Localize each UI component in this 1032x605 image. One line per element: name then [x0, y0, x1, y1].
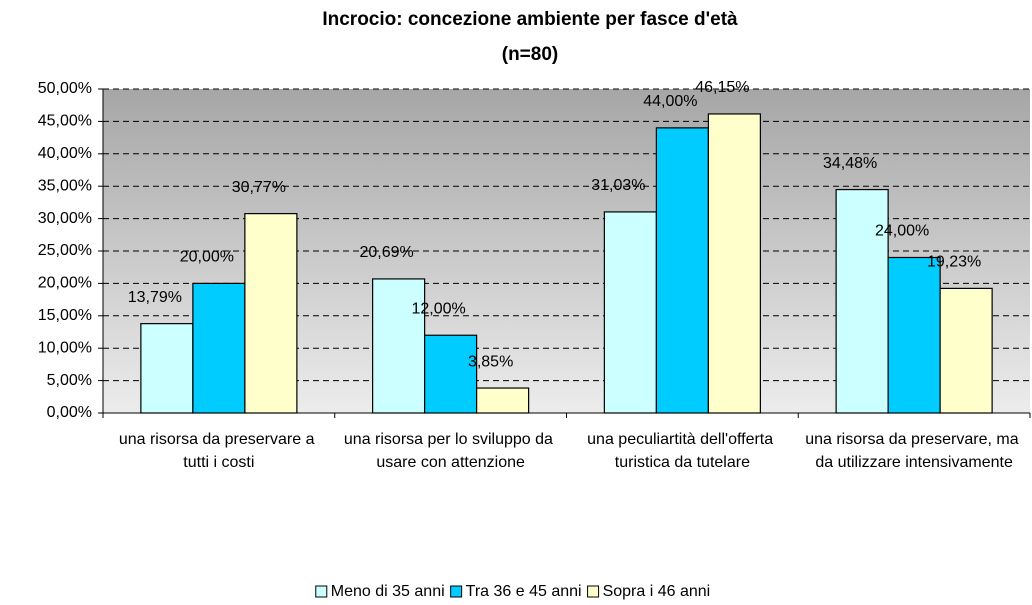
bar [655, 127, 709, 414]
bar [192, 282, 246, 414]
x-tick-label: una peculiartità dell'offerta turistica … [587, 431, 777, 471]
bar [476, 387, 530, 414]
y-tick-label: 45,00% [38, 113, 92, 130]
y-tick-label: 15,00% [38, 307, 92, 324]
x-tick-label: una risorsa per lo sviluppo da usare con… [344, 431, 557, 471]
data-label: 24,00% [875, 223, 929, 240]
y-tick-label: 25,00% [38, 242, 92, 259]
data-label: 3,85% [468, 353, 513, 370]
y-tick-label: 40,00% [38, 145, 92, 162]
bar [603, 211, 657, 414]
data-label: 19,23% [927, 254, 981, 271]
data-label: 46,15% [695, 79, 749, 96]
y-tick-label: 0,00% [47, 404, 92, 421]
bar [140, 323, 194, 414]
legend-label: Sopra i 46 anni [603, 583, 711, 600]
data-label: 44,00% [643, 93, 697, 110]
y-tick-label: 5,00% [47, 372, 92, 389]
x-tick-label: una risorsa da preservare a tutti i cost… [119, 431, 319, 471]
legend-label: Meno di 35 anni [331, 583, 445, 600]
bar [372, 278, 426, 414]
data-label: 20,69% [359, 244, 413, 261]
data-label: 30,77% [232, 179, 286, 196]
bar [939, 287, 993, 414]
chart-title: Incrocio: concezione ambiente per fasce … [322, 9, 738, 30]
legend-label: Tra 36 e 45 anni [466, 583, 582, 600]
x-tick-label: una risorsa da preservare, ma da utilizz… [805, 431, 1023, 471]
bar [835, 188, 889, 414]
y-tick-label: 20,00% [38, 275, 92, 292]
y-tick-label: 35,00% [38, 177, 92, 194]
y-tick-label: 50,00% [38, 80, 92, 97]
data-label: 13,79% [128, 289, 182, 306]
chart-subtitle: (n=80) [502, 44, 559, 65]
y-tick-label: 30,00% [38, 210, 92, 227]
data-label: 20,00% [180, 249, 234, 266]
bar [424, 334, 478, 414]
legend-swatch [587, 585, 600, 598]
legend-swatch [450, 585, 463, 598]
bar [707, 113, 761, 414]
data-label: 31,03% [591, 177, 645, 194]
legend-swatch [315, 585, 328, 598]
data-label: 12,00% [411, 300, 465, 317]
data-label: 34,48% [823, 155, 877, 172]
bar [887, 256, 941, 414]
y-tick-label: 10,00% [38, 339, 92, 356]
bar [244, 213, 298, 414]
